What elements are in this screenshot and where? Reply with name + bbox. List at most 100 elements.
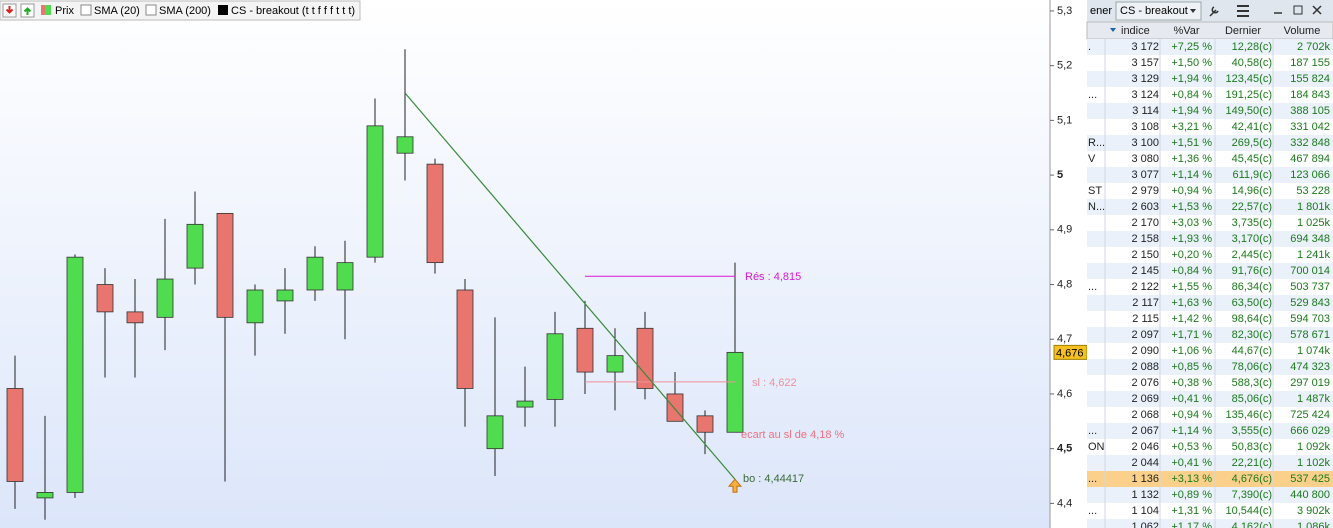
- cell: 63,50(c): [1232, 297, 1272, 309]
- table-row[interactable]: [1087, 439, 1333, 455]
- cell: 611,9(c): [1232, 169, 1272, 181]
- column-header[interactable]: %Var: [1173, 25, 1199, 37]
- cell: +1,31 %: [1171, 505, 1212, 517]
- tab-label[interactable]: ener: [1090, 5, 1112, 17]
- cell: +0,84 %: [1171, 265, 1212, 277]
- table-row[interactable]: [1087, 71, 1333, 87]
- maximize-icon[interactable]: [1293, 5, 1303, 15]
- menu-icon[interactable]: [1237, 5, 1249, 17]
- y-tick-label: 4,6: [1057, 388, 1072, 400]
- cell: 2 145: [1131, 265, 1159, 277]
- cell: 85,06(c): [1232, 393, 1272, 405]
- cell: 666 029: [1290, 425, 1330, 437]
- table-row[interactable]: [1087, 423, 1333, 439]
- candle-body: [96, 284, 114, 313]
- table-row[interactable]: [1087, 471, 1333, 487]
- table-row[interactable]: [1087, 151, 1333, 167]
- candle-body: [426, 163, 444, 264]
- candle-body: [186, 223, 204, 269]
- cell: +0,84 %: [1171, 89, 1212, 101]
- cell: 1 025k: [1297, 217, 1331, 229]
- table-row[interactable]: [1087, 135, 1333, 151]
- cell: 2 170: [1131, 217, 1159, 229]
- y-tick-label: 4,5: [1057, 443, 1072, 455]
- table-row[interactable]: [1087, 55, 1333, 71]
- legend-label[interactable]: Prix: [55, 5, 74, 17]
- cell: 2 117: [1132, 297, 1159, 309]
- table-row[interactable]: [1087, 39, 1333, 55]
- cell: 2 158: [1131, 233, 1159, 245]
- row-name: R...: [1088, 137, 1105, 149]
- cell: 2 068: [1131, 409, 1159, 421]
- cell: 388 105: [1290, 105, 1330, 117]
- cell: 135,46(c): [1226, 409, 1272, 421]
- table-row[interactable]: [1087, 359, 1333, 375]
- table-row[interactable]: [1087, 295, 1333, 311]
- column-header[interactable]: Dernier: [1225, 25, 1261, 37]
- price-axis: [1050, 0, 1087, 528]
- cell: 123,45(c): [1226, 73, 1272, 85]
- table-row[interactable]: [1087, 183, 1333, 199]
- candle-body: [126, 311, 144, 324]
- table-row[interactable]: [1087, 263, 1333, 279]
- table-row[interactable]: [1087, 519, 1333, 528]
- cell: 10,544(c): [1226, 505, 1272, 517]
- cell: 2 115: [1132, 313, 1159, 325]
- cell: +0,89 %: [1171, 489, 1212, 501]
- breakout-label: bo : 4,44417: [743, 473, 804, 485]
- y-tick-label: 5: [1057, 169, 1063, 181]
- legend-label[interactable]: SMA (20): [94, 5, 140, 17]
- column-header[interactable]: Volume: [1284, 25, 1321, 37]
- table-row[interactable]: [1087, 215, 1333, 231]
- cell: 184 843: [1290, 89, 1330, 101]
- cell: 2 702k: [1297, 41, 1331, 53]
- cell: 3,170(c): [1232, 233, 1272, 245]
- table-row[interactable]: [1087, 407, 1333, 423]
- cell: +1,06 %: [1171, 345, 1212, 357]
- table-row[interactable]: [1087, 455, 1333, 471]
- list-name[interactable]: CS - breakout: [1120, 5, 1188, 17]
- legend-label[interactable]: CS - breakout (t t f f f t t t): [231, 5, 355, 17]
- settings-icon[interactable]: [1209, 6, 1219, 17]
- candle-body: [696, 415, 714, 433]
- cell: +0,85 %: [1171, 361, 1212, 373]
- cell: 700 014: [1290, 265, 1330, 277]
- cell: 2 122: [1131, 281, 1159, 293]
- table-row[interactable]: [1087, 87, 1333, 103]
- table-row[interactable]: [1087, 247, 1333, 263]
- legend-label[interactable]: SMA (200): [159, 5, 211, 17]
- table-row[interactable]: [1087, 103, 1333, 119]
- cell: +1,63 %: [1171, 297, 1212, 309]
- row-name: ...: [1088, 473, 1097, 485]
- table-row[interactable]: [1087, 375, 1333, 391]
- candle-body: [366, 125, 384, 258]
- cell: 332 848: [1290, 137, 1330, 149]
- candle-body: [36, 492, 54, 499]
- candle-body: [606, 355, 624, 373]
- close-icon[interactable]: [1312, 5, 1322, 15]
- column-header[interactable]: indice: [1121, 25, 1150, 37]
- table-row[interactable]: [1087, 327, 1333, 343]
- table-row[interactable]: [1087, 311, 1333, 327]
- table-row[interactable]: [1087, 167, 1333, 183]
- cell: 1 062: [1131, 521, 1159, 528]
- row-name: ...: [1088, 425, 1097, 437]
- table-row[interactable]: [1087, 503, 1333, 519]
- y-tick-label: 4,7: [1057, 333, 1072, 345]
- cell: 3,735(c): [1232, 217, 1272, 229]
- last-price-label: 4,676: [1056, 347, 1084, 359]
- table-row[interactable]: [1087, 231, 1333, 247]
- table-row[interactable]: [1087, 199, 1333, 215]
- table-row[interactable]: [1087, 343, 1333, 359]
- cell: +0,94 %: [1171, 409, 1212, 421]
- table-row[interactable]: [1087, 487, 1333, 503]
- table-row[interactable]: [1087, 119, 1333, 135]
- candle-body: [396, 136, 414, 154]
- candle-body: [636, 327, 654, 389]
- list-select[interactable]: [1115, 1, 1202, 21]
- cell: 7,390(c): [1232, 489, 1272, 501]
- cell: 2,445(c): [1232, 249, 1272, 261]
- table-row[interactable]: [1087, 391, 1333, 407]
- table-row[interactable]: [1087, 279, 1333, 295]
- candle-body: [336, 262, 354, 291]
